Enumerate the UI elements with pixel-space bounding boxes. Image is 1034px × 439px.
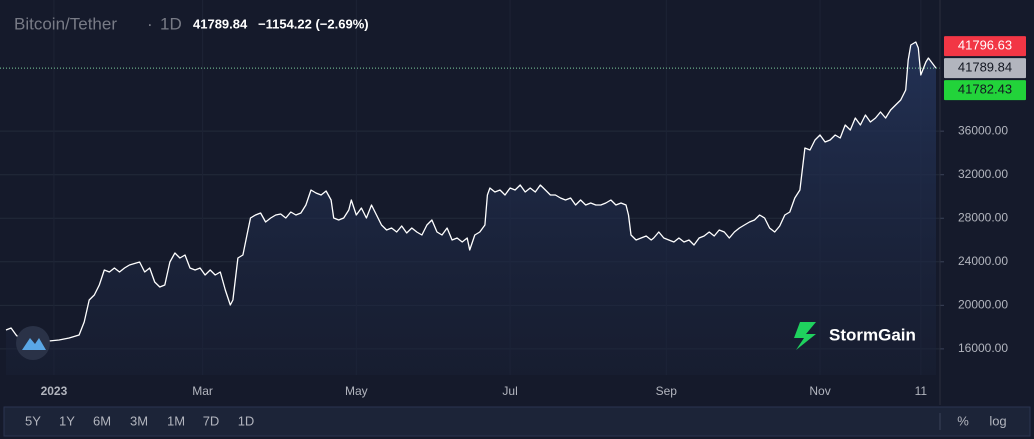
y-tick-label: 28000.00 [958, 210, 1008, 224]
price-label: 41789.84 [958, 60, 1012, 75]
range-button[interactable]: 7D [203, 413, 220, 428]
watermark: StormGain [794, 322, 916, 350]
x-tick-label: Jul [502, 384, 517, 398]
logo-shape[interactable] [22, 338, 46, 350]
y-tick-label: 24000.00 [958, 254, 1008, 268]
x-tick-label: Nov [809, 384, 830, 398]
last-price: 41789.84 [193, 16, 248, 31]
range-button[interactable]: 6M [93, 413, 111, 428]
price-label-box [944, 36, 1026, 57]
x-tick-label: May [345, 384, 368, 398]
y-tick-label: 20000.00 [958, 298, 1008, 312]
plot [0, 41, 940, 375]
y-tick-label: 36000.00 [958, 123, 1008, 137]
price-change: −1154.22 (−2.69%) [258, 16, 369, 31]
price-label-box [944, 80, 1026, 101]
price-label: 41796.63 [958, 38, 1012, 53]
area-fill [6, 42, 936, 375]
y-tick-label: 32000.00 [958, 167, 1008, 181]
separator: · [147, 14, 153, 33]
price-label: 41782.43 [958, 82, 1012, 97]
symbol: Bitcoin/Tether [14, 14, 117, 33]
percent-toggle[interactable]: % [957, 413, 969, 428]
price-label-box [944, 58, 1026, 79]
range-button[interactable]: 1D [238, 413, 255, 428]
range-button[interactable]: 1M [167, 413, 185, 428]
x-tick-label: Sep [656, 384, 678, 398]
logo[interactable] [16, 326, 50, 360]
price-line [5, 41, 937, 343]
x-tick-label: Mar [192, 384, 213, 398]
watermark-text: StormGain [829, 325, 916, 344]
log-toggle[interactable]: log [989, 413, 1006, 428]
range-button[interactable]: 1Y [59, 413, 75, 428]
watermark-icon [794, 322, 816, 350]
range-button[interactable]: 5Y [25, 413, 41, 428]
y-tick-label: 16000.00 [958, 341, 1008, 355]
x-tick-label: 2023 [41, 384, 68, 398]
toolbar [3, 406, 1031, 437]
interval: 1D [160, 14, 182, 33]
range-button[interactable]: 3M [130, 413, 148, 428]
x-tick-label: 11 [915, 384, 928, 398]
